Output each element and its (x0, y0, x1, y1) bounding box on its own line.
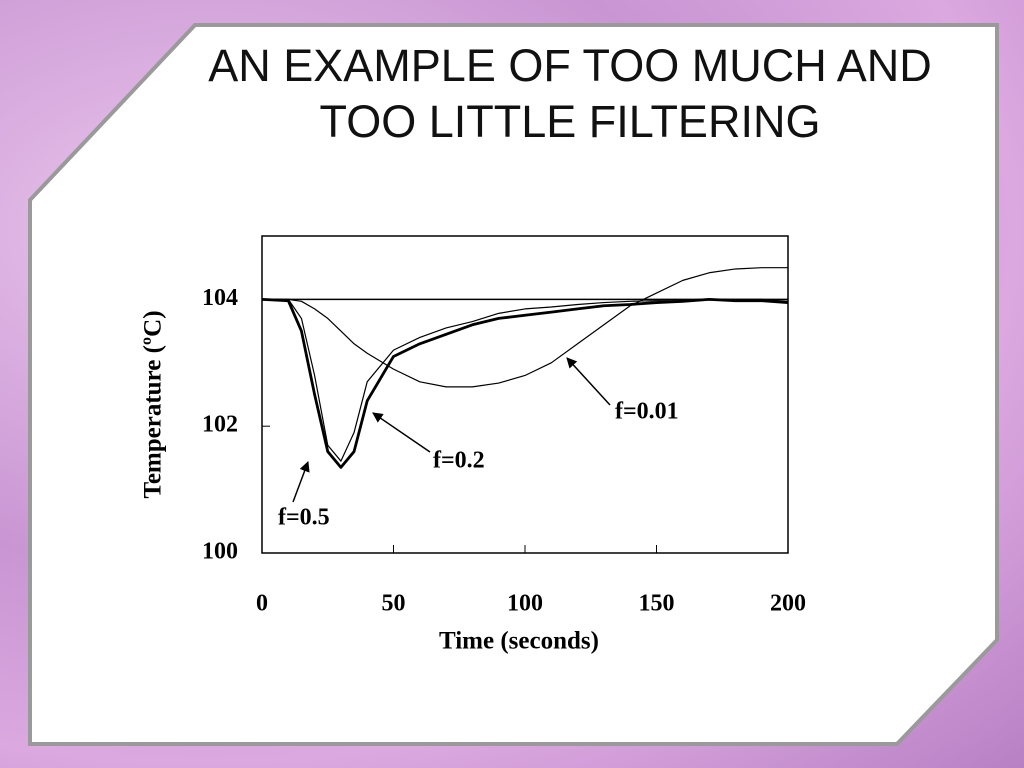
series-line (261, 298, 789, 469)
y-axis-label: Temperature (ºC) (140, 310, 167, 498)
annotation-arrow (566, 357, 611, 406)
annotation-arrow (292, 461, 310, 503)
chart: 0 50 100 150 200 100 102 104 Time (seconds) Tempe… (140, 235, 806, 655)
series-annotation: f=0.5 (278, 505, 330, 531)
x-tick-label: 200 (770, 591, 806, 617)
x-tick-label: 150 (639, 591, 675, 617)
series-line (262, 267, 788, 388)
y-tick-label: 104 (202, 285, 238, 311)
y-tick-label: 100 (202, 539, 238, 565)
series-annotation: f=0.01 (615, 399, 679, 425)
series-annotation: f=0.2 (433, 448, 485, 474)
x-tick-label: 0 (256, 591, 268, 617)
slide-title: AN EXAMPLE OF TOO MUCH AND TOO LITTLE FI… (208, 40, 932, 147)
x-axis-label: Time (seconds) (439, 628, 599, 655)
x-tick-label: 50 (382, 591, 406, 617)
y-tick-label: 102 (202, 412, 238, 438)
x-tick-label: 100 (507, 591, 543, 617)
slide-panel (28, 23, 999, 746)
annotation-arrow (372, 412, 431, 453)
